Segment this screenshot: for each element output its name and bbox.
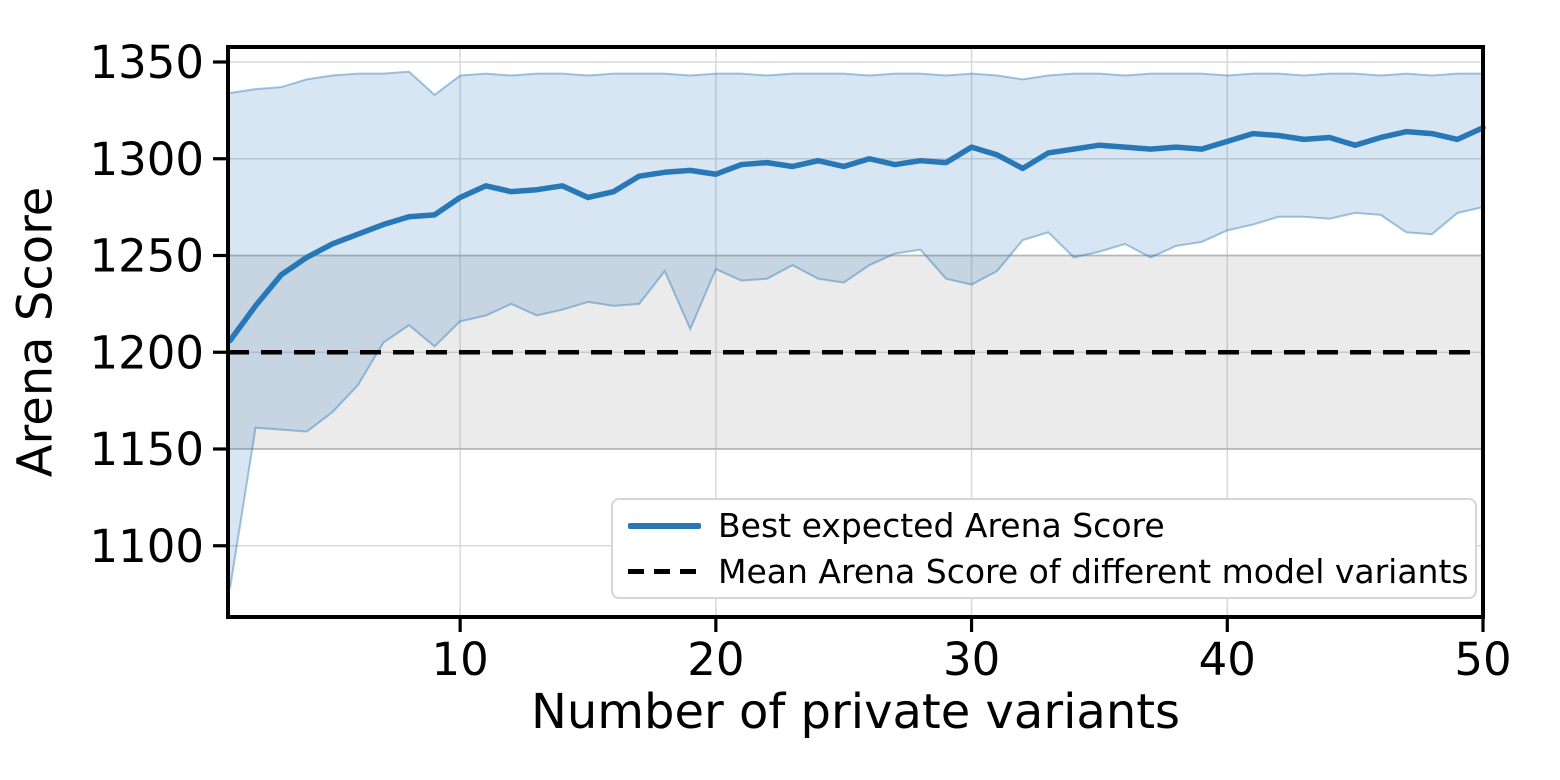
confidence-band-upper-edge	[229, 70, 1483, 97]
best-expected-line	[227, 125, 1486, 344]
legend-label-best-expected: Best expected Arena Score	[718, 506, 1165, 546]
y-axis-label-wrap: Arena Score	[2, 47, 68, 617]
x-axis-label: Number of private variants	[530, 684, 1181, 740]
plot-border	[226, 45, 1485, 619]
legend-entry-mean: Mean Arena Score of different model vari…	[628, 551, 1475, 591]
dashed-line-icon	[628, 568, 701, 574]
x-tick-label: 20	[687, 633, 744, 686]
y-tick-label: 1250	[89, 230, 204, 283]
y-tick-label: 1100	[89, 520, 204, 573]
best-score-confidence-band	[230, 71, 1483, 589]
y-axis-label: Arena Score	[7, 186, 64, 478]
y-tick-label: 1150	[89, 423, 204, 476]
confidence-band-lower-edge	[229, 206, 1484, 589]
x-tick-label: 50	[1454, 633, 1511, 686]
legend: Best expected Arena Score Mean Arena Sco…	[611, 498, 1477, 599]
solid-line-icon	[628, 522, 701, 529]
legend-label-mean: Mean Arena Score of different model vari…	[718, 551, 1469, 591]
x-tick-label: 40	[1199, 633, 1256, 686]
y-tick-label: 1300	[89, 133, 204, 186]
y-tick-label: 1200	[89, 326, 204, 379]
y-tick-label: 1350	[89, 36, 204, 89]
legend-entry-best-expected: Best expected Arena Score	[628, 506, 1475, 546]
x-tick-label: 30	[943, 633, 1000, 686]
x-tick-label: 10	[432, 633, 489, 686]
